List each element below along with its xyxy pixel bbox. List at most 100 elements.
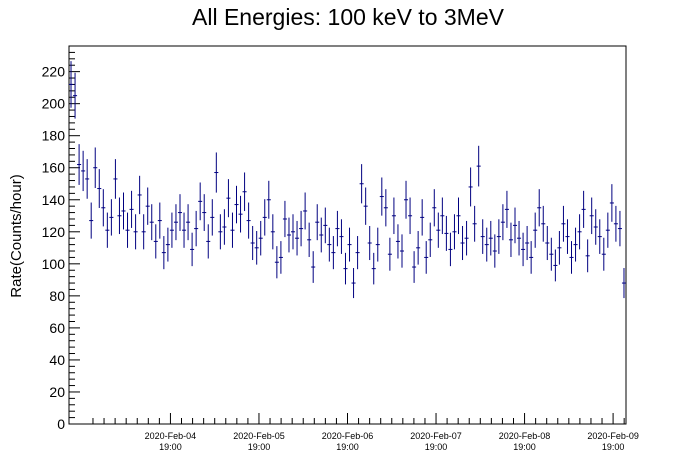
y-tick-label: 200 xyxy=(42,96,66,112)
data-point xyxy=(545,225,550,261)
data-point xyxy=(230,212,235,248)
data-point xyxy=(246,202,251,239)
data-point xyxy=(387,237,392,271)
data-point xyxy=(299,210,304,247)
y-tick-label: 100 xyxy=(42,256,66,272)
data-point xyxy=(169,212,174,248)
data-point xyxy=(254,231,259,265)
data-point xyxy=(125,212,130,248)
data-point xyxy=(194,210,199,247)
y-tick-label: 120 xyxy=(42,224,66,240)
data-point xyxy=(307,222,312,257)
x-tick-time: 19:00 xyxy=(425,442,448,452)
data-point xyxy=(343,252,348,285)
x-tick-time: 19:00 xyxy=(602,442,625,452)
x-tick-time: 19:00 xyxy=(336,442,359,452)
y-axis: 0 20 40 60 80 100 120 140 160 180 200 220 xyxy=(42,45,80,432)
data-point xyxy=(274,246,279,279)
data-point xyxy=(472,205,477,242)
data-point xyxy=(577,214,582,250)
data-point xyxy=(149,204,154,241)
data-point xyxy=(395,224,400,259)
data-point xyxy=(541,205,546,242)
data-point xyxy=(270,214,275,250)
data-point xyxy=(605,212,610,248)
x-tick-date: 2020-Feb-05 xyxy=(233,431,285,441)
data-point xyxy=(399,234,405,268)
data-point xyxy=(145,187,150,225)
data-point xyxy=(311,251,316,283)
data-point xyxy=(81,150,86,192)
data-point xyxy=(496,219,501,254)
data-point xyxy=(504,190,509,228)
data-point xyxy=(512,207,518,244)
data-point xyxy=(161,236,166,270)
data-point xyxy=(436,212,441,248)
data-point xyxy=(335,210,340,247)
data-point xyxy=(533,212,538,248)
data-point xyxy=(404,180,409,219)
data-point xyxy=(73,72,78,119)
data-point xyxy=(416,231,421,265)
data-point xyxy=(613,205,618,242)
data-point xyxy=(569,241,574,274)
data-point xyxy=(226,179,231,218)
data-point xyxy=(557,231,562,265)
data-point xyxy=(581,190,586,228)
x-tick-date: 2020-Feb-08 xyxy=(499,431,551,441)
data-point xyxy=(480,219,485,254)
data-point xyxy=(202,194,207,231)
data-point xyxy=(347,227,352,262)
data-point xyxy=(165,227,170,262)
data-point xyxy=(101,189,106,227)
data-point xyxy=(359,164,364,204)
data-point xyxy=(117,197,122,235)
data-point xyxy=(137,175,142,215)
data-point xyxy=(597,219,602,254)
data-point xyxy=(420,199,425,236)
data-point xyxy=(121,192,126,230)
data-point xyxy=(218,214,223,250)
data-point xyxy=(133,214,138,250)
y-tick-label: 220 xyxy=(42,64,66,80)
data-point xyxy=(319,217,324,253)
data-point xyxy=(222,209,227,245)
data-point xyxy=(484,227,489,262)
chart-title: All Energies: 100 keV to 3MeV xyxy=(192,4,504,30)
data-point xyxy=(363,187,368,225)
y-tick-label: 20 xyxy=(49,384,65,400)
data-point xyxy=(464,220,469,256)
data-point xyxy=(97,169,102,208)
data-point xyxy=(282,200,287,238)
data-point xyxy=(129,190,134,228)
data-point xyxy=(69,61,74,108)
x-tick-date: 2020-Feb-09 xyxy=(587,431,639,441)
data-point xyxy=(621,268,626,299)
data-point xyxy=(517,220,522,256)
data-point xyxy=(109,199,114,236)
data-point xyxy=(105,212,110,248)
data-point xyxy=(440,197,445,235)
data-point xyxy=(190,232,195,267)
data-point xyxy=(589,197,594,235)
data-point xyxy=(331,236,336,270)
x-tick-date: 2020-Feb-04 xyxy=(145,431,197,441)
data-point xyxy=(89,202,94,239)
data-point xyxy=(424,241,429,274)
data-point xyxy=(468,167,473,207)
data-point xyxy=(553,249,558,282)
data-point xyxy=(500,204,505,241)
data-point xyxy=(371,252,376,285)
data-point xyxy=(444,215,449,251)
data-point xyxy=(290,214,296,250)
data-point xyxy=(214,152,219,193)
data-point xyxy=(529,241,534,274)
data-point xyxy=(266,180,271,219)
data-point xyxy=(428,222,433,257)
data-point xyxy=(234,185,239,224)
data-point xyxy=(262,199,267,236)
data-point xyxy=(157,202,162,239)
data-point xyxy=(93,147,98,188)
data-point xyxy=(173,204,178,241)
y-tick-label: 140 xyxy=(42,192,66,208)
